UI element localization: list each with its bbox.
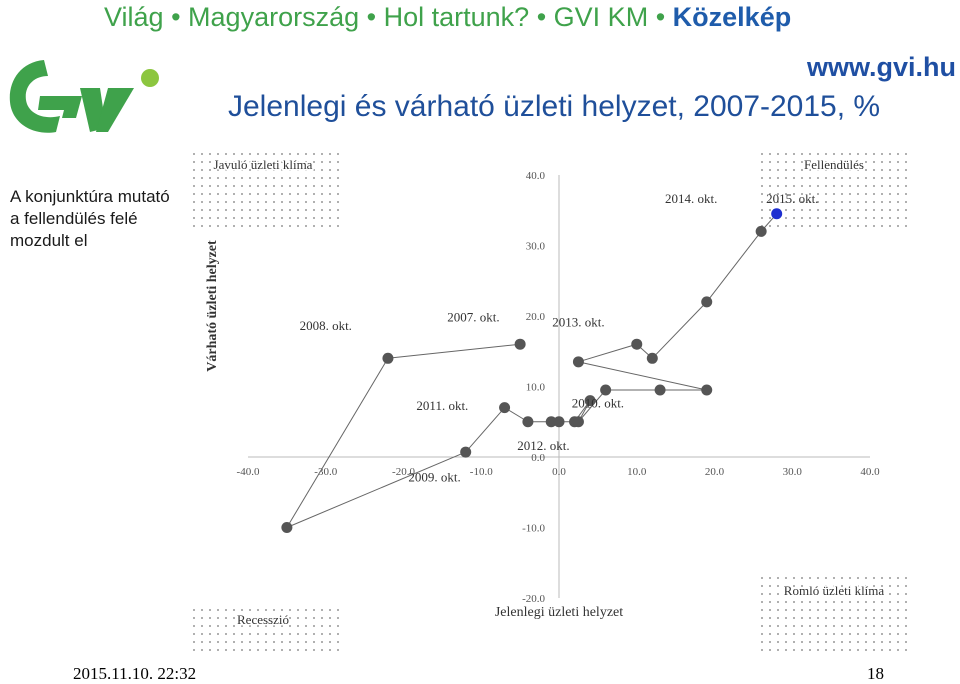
y-tick-label: 20.0 <box>526 311 546 323</box>
breadcrumb-item[interactable]: Magyarország <box>188 2 360 32</box>
point-annotation: 2015. okt. <box>766 191 818 206</box>
quadrant-label-bottom-left: Recesszió <box>237 612 289 627</box>
gvi-logo <box>9 60 159 133</box>
y-tick-label: 40.0 <box>526 170 546 182</box>
data-point <box>281 522 293 533</box>
logo-v-right <box>96 88 134 132</box>
x-tick-label: -10.0 <box>470 466 493 478</box>
point-annotation: 2011. okt. <box>416 398 468 413</box>
point-annotation: 2009. okt. <box>408 470 460 485</box>
series-segment <box>578 343 637 363</box>
data-point <box>654 384 666 396</box>
data-point <box>584 395 596 407</box>
data-point <box>600 384 612 396</box>
breadcrumb-separator: • <box>655 2 666 32</box>
x-axis-title: Jelenlegi üzleti helyzet <box>495 605 623 620</box>
y-tick-label: 10.0 <box>526 382 546 394</box>
y-axis-title: Várható üzleti helyzet <box>205 240 220 372</box>
data-point <box>701 384 713 396</box>
breadcrumb-active-item[interactable]: Közelkép <box>672 2 792 32</box>
quadrant-label-top-left: Javuló üzleti klíma <box>214 157 313 172</box>
data-point <box>572 416 584 428</box>
series-segment <box>706 231 762 303</box>
quadrant-box <box>187 603 339 653</box>
x-tick-label: 30.0 <box>783 466 803 478</box>
series-segment <box>286 358 389 528</box>
quadrant-label-bottom-right: Romló üzleti klíma <box>784 583 885 598</box>
series-segment <box>465 407 505 453</box>
data-point <box>646 352 658 364</box>
x-tick-label: 10.0 <box>627 466 647 478</box>
series-segment <box>578 361 707 391</box>
series-segment <box>387 343 521 359</box>
y-tick-label: -20.0 <box>522 593 545 605</box>
sidebar-note: A konjunktúra mutató a fellendülés felé … <box>10 187 170 250</box>
quadrant-box <box>758 153 910 227</box>
quadrant-box <box>758 577 910 653</box>
point-annotation: 2013. okt. <box>552 315 604 330</box>
quadrant-box <box>187 153 339 227</box>
x-tick-label: 20.0 <box>705 466 725 478</box>
data-point <box>631 338 643 350</box>
data-point <box>553 416 565 428</box>
data-point <box>572 356 584 368</box>
y-tick-label: -10.0 <box>522 523 545 535</box>
point-annotation: 2012. okt. <box>517 438 569 453</box>
data-point <box>460 446 472 458</box>
breadcrumb-separator: • <box>171 2 181 32</box>
page-number: 18 <box>867 664 884 683</box>
data-point <box>514 338 526 350</box>
x-tick-label: -20.0 <box>392 466 415 478</box>
logo-g-bar <box>38 96 82 118</box>
site-url-link[interactable]: www.gvi.hu <box>806 52 956 82</box>
point-annotation: 2007. okt. <box>447 310 499 325</box>
point-annotation: 2014. okt. <box>665 191 717 206</box>
data-point <box>382 352 394 364</box>
x-tick-label: 0.0 <box>552 466 566 478</box>
data-point <box>545 416 557 428</box>
data-point <box>755 225 767 237</box>
quadrant-label-top-right: Fellendülés <box>804 157 864 172</box>
breadcrumb-separator: • <box>536 2 547 32</box>
x-tick-label: -30.0 <box>314 466 337 478</box>
logo-g-shape <box>9 60 60 133</box>
page-title: Jelenlegi és várható üzleti helyzet, 200… <box>228 90 881 123</box>
y-tick-label: 30.0 <box>526 241 546 253</box>
series-segment <box>286 451 466 528</box>
data-point-latest <box>771 208 783 220</box>
x-tick-label: -40.0 <box>237 466 260 478</box>
footer-timestamp: 2015.11.10. 22:32 <box>73 664 197 683</box>
data-point <box>499 402 511 414</box>
x-tick-label: 40.0 <box>860 466 880 478</box>
breadcrumb-item[interactable]: Hol tartunk? <box>383 2 530 32</box>
breadcrumb: Világ • Magyarország • Hol tartunk? • GV… <box>104 2 791 33</box>
point-annotation: 2010. okt. <box>572 396 624 411</box>
logo-dot <box>141 69 159 87</box>
y-tick-label: 0.0 <box>531 452 545 464</box>
breadcrumb-item[interactable]: GVI KM <box>553 2 649 32</box>
point-annotation: 2008. okt. <box>300 318 352 333</box>
data-point <box>701 296 713 308</box>
breadcrumb-item[interactable]: Világ <box>104 2 164 32</box>
breadcrumb-separator: • <box>366 2 377 32</box>
data-point <box>522 416 534 428</box>
series-segment <box>651 301 708 359</box>
series-segment <box>578 389 607 423</box>
